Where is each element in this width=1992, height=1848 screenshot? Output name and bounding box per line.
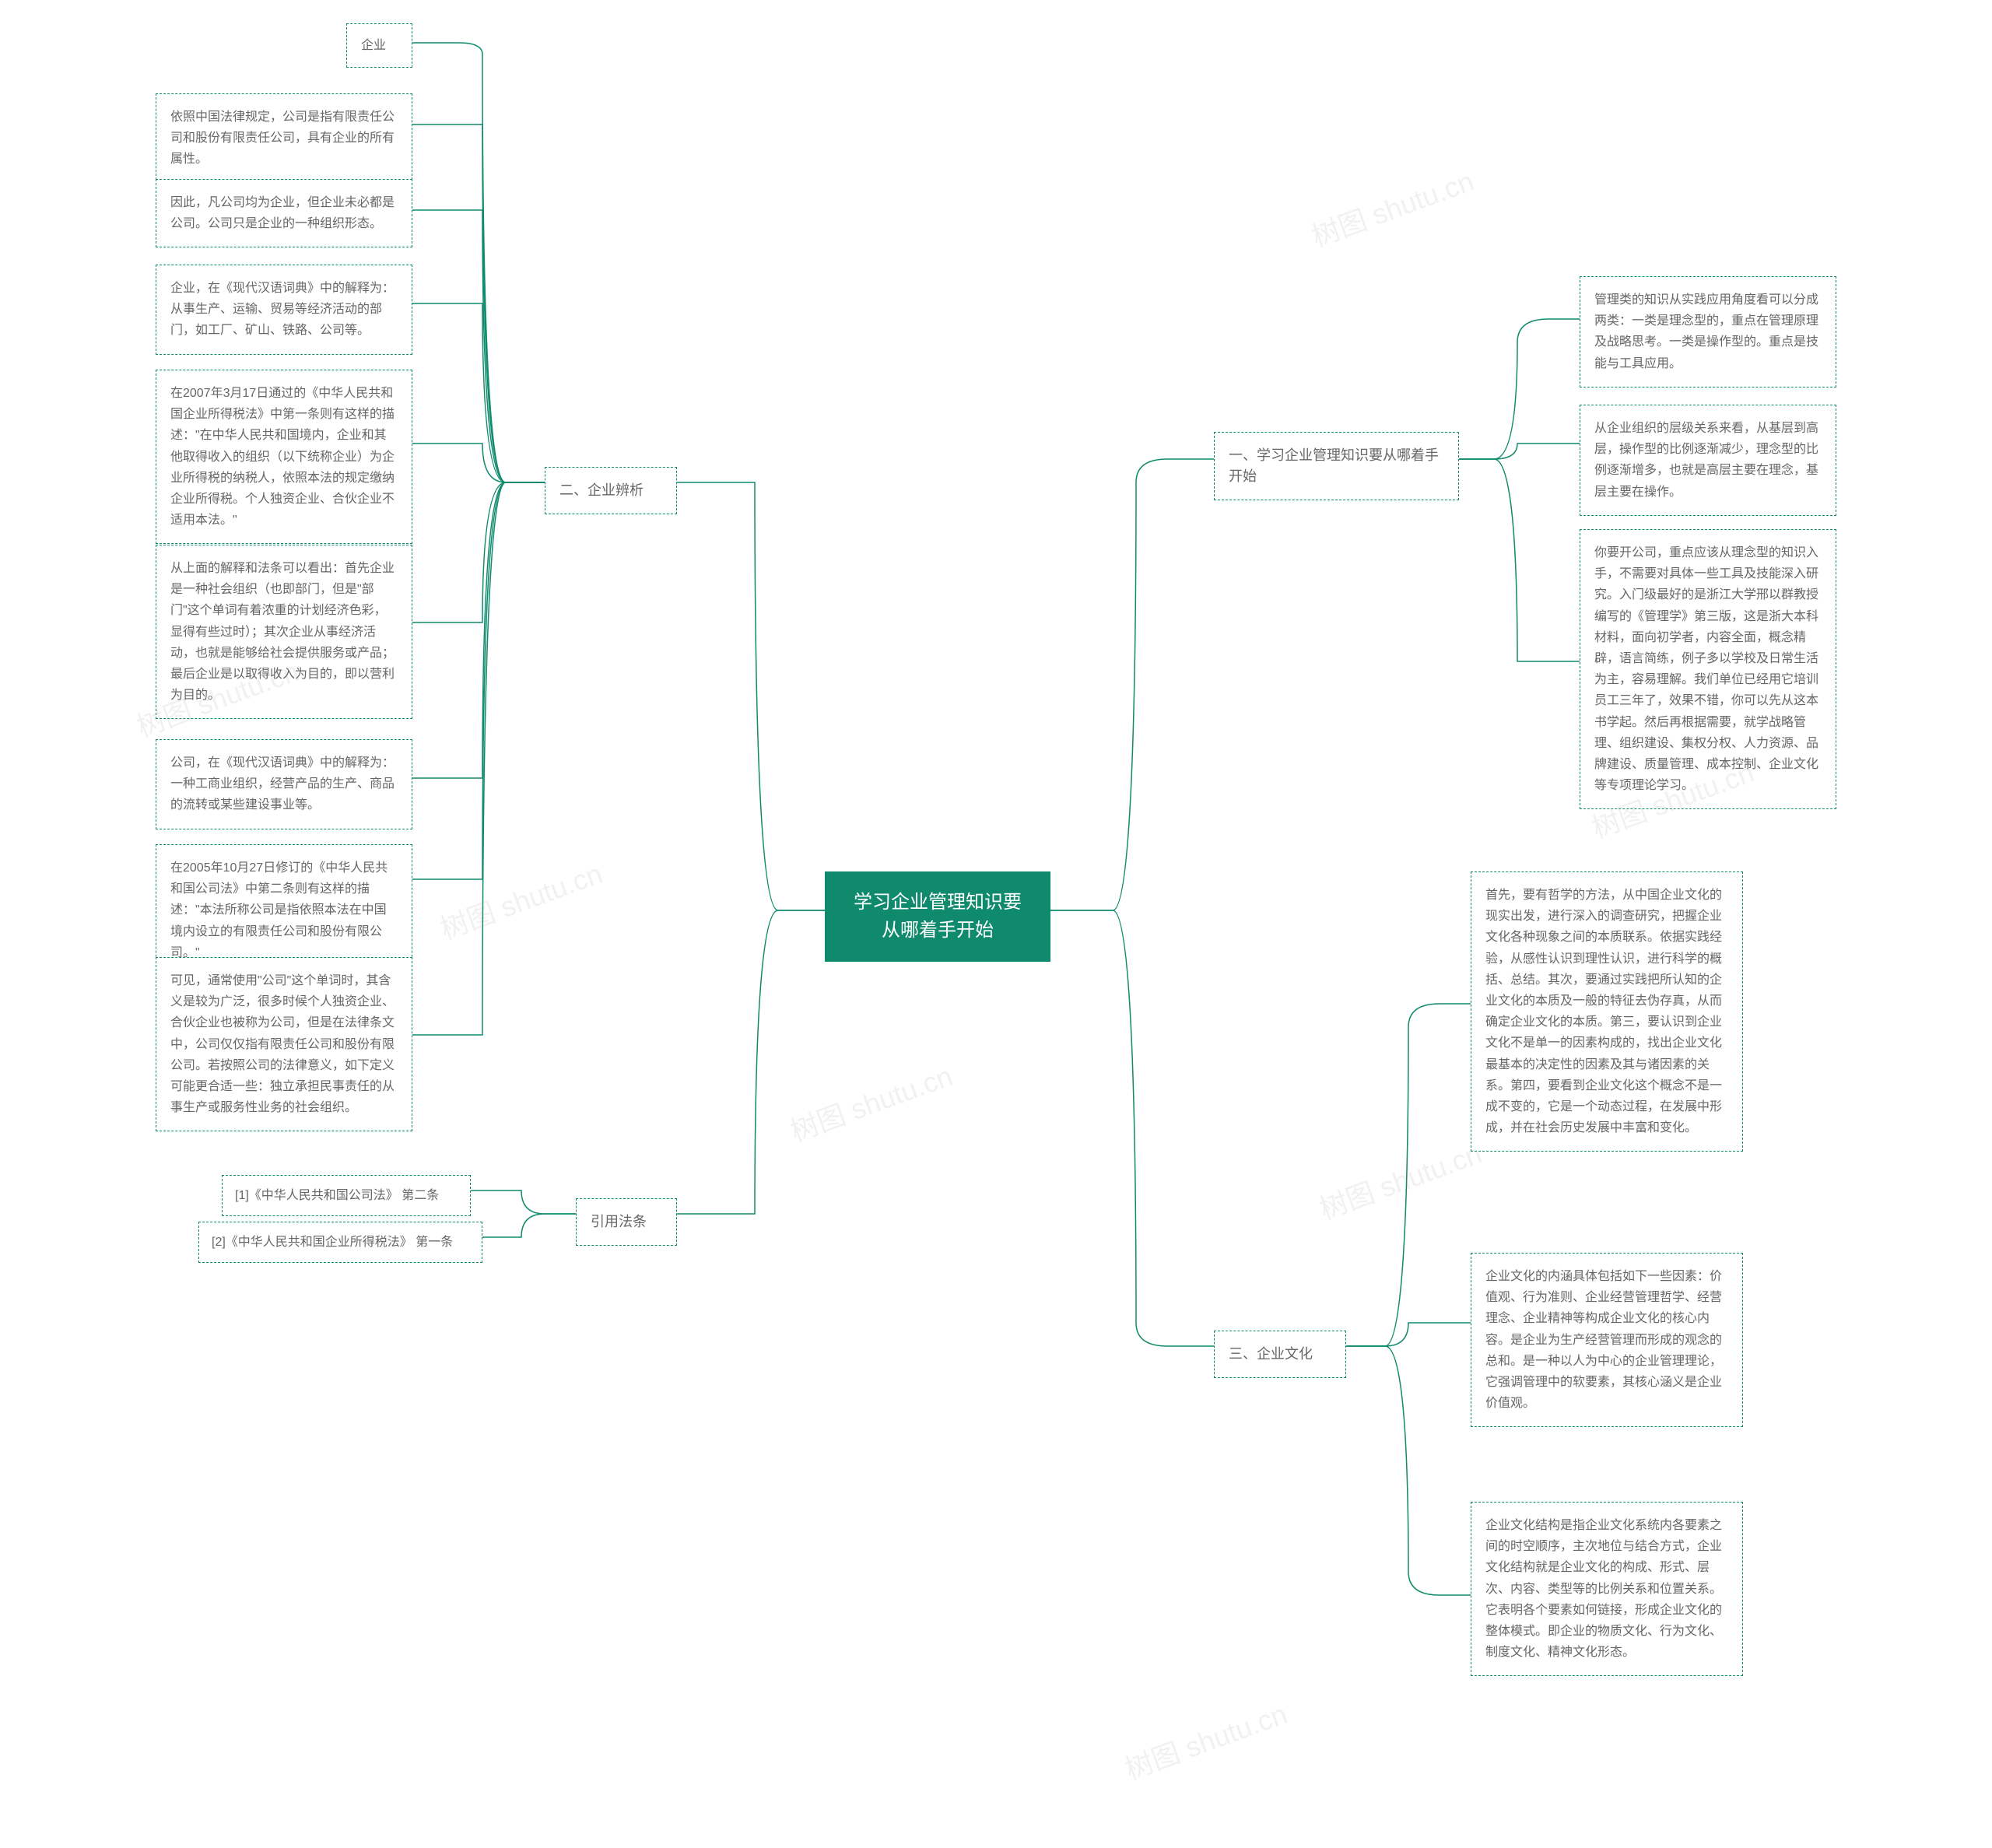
section-4: 引用法条 bbox=[576, 1198, 677, 1246]
section-1: 一、学习企业管理知识要从哪着手开始 bbox=[1214, 432, 1459, 500]
section-2-leaf-1-text: 依照中国法律规定，公司是指有限责任公司和股份有限责任公司，具有企业的所有属性。 bbox=[170, 110, 395, 166]
section-2: 二、企业辨析 bbox=[545, 467, 677, 514]
center-title: 学习企业管理知识要从哪着手开始 bbox=[854, 892, 1022, 941]
section-3-leaf-1: 首先，要有哲学的方法，从中国企业文化的现实出发，进行深入的调查研究，把握企业文化… bbox=[1471, 871, 1743, 1152]
section-4-title: 引用法条 bbox=[591, 1214, 647, 1229]
section-3-leaf-2: 企业文化的内涵具体包括如下一些因素：价值观、行为准则、企业经营管理哲学、经营理念… bbox=[1471, 1253, 1743, 1427]
section-3-leaf-3-text: 企业文化结构是指企业文化系统内各要素之间的时空顺序，主次地位与结合方式，企业文化… bbox=[1485, 1519, 1722, 1659]
section-2-leaf-3: 企业，在《现代汉语词典》中的解释为：从事生产、运输、贸易等经济活动的部门，如工厂… bbox=[156, 265, 412, 355]
section-2-leaf-4: 在2007年3月17日通过的《中华人民共和国企业所得税法》中第一条则有这样的描述… bbox=[156, 370, 412, 544]
section-1-title: 一、学习企业管理知识要从哪着手开始 bbox=[1229, 447, 1439, 484]
section-2-leaf-8-text: 可见，通常使用"公司"这个单词时，其含义是较为广泛，很多时候个人独资企业、合伙企… bbox=[170, 974, 395, 1114]
section-4-leaf-1: [1]《中华人民共和国公司法》 第二条 bbox=[222, 1175, 471, 1216]
section-2-leaf-2: 因此，凡公司均为企业，但企业未必都是公司。公司只是企业的一种组织形态。 bbox=[156, 179, 412, 247]
section-2-leaf-8: 可见，通常使用"公司"这个单词时，其含义是较为广泛，很多时候个人独资企业、合伙企… bbox=[156, 957, 412, 1131]
section-2-title: 二、企业辨析 bbox=[559, 482, 644, 498]
section-3-title: 三、企业文化 bbox=[1229, 1346, 1313, 1362]
section-3-leaf-1-text: 首先，要有哲学的方法，从中国企业文化的现实出发，进行深入的调查研究，把握企业文化… bbox=[1485, 889, 1722, 1134]
section-4-leaf-2: [2]《中华人民共和国企业所得税法》 第一条 bbox=[198, 1222, 482, 1263]
watermark: 树图 shutu.cn bbox=[1119, 1692, 1292, 1787]
section-2-leaf-5-text: 从上面的解释和法条可以看出：首先企业是一种社会组织（也即部门，但是"部门"这个单… bbox=[170, 562, 395, 702]
section-3-leaf-3: 企业文化结构是指企业文化系统内各要素之间的时空顺序，主次地位与结合方式，企业文化… bbox=[1471, 1502, 1743, 1676]
section-3-leaf-2-text: 企业文化的内涵具体包括如下一些因素：价值观、行为准则、企业经营管理哲学、经营理念… bbox=[1485, 1270, 1722, 1410]
section-2-leaf-2-text: 因此，凡公司均为企业，但企业未必都是公司。公司只是企业的一种组织形态。 bbox=[170, 196, 395, 230]
center-node: 学习企业管理知识要从哪着手开始 bbox=[825, 871, 1050, 962]
section-2-leaf-6-text: 公司，在《现代汉语词典》中的解释为：一种工商业组织，经营产品的生产、商品的流转或… bbox=[170, 756, 395, 812]
section-1-leaf-1-text: 管理类的知识从实践应用角度看可以分成两类：一类是理念型的，重点在管理原理及战略思… bbox=[1594, 293, 1818, 370]
section-1-leaf-2: 从企业组织的层级关系来看，从基层到高层，操作型的比例逐渐减少，理念型的比例逐渐增… bbox=[1580, 405, 1836, 516]
watermark: 树图 shutu.cn bbox=[1306, 159, 1479, 254]
section-4-leaf-1-text: [1]《中华人民共和国公司法》 第二条 bbox=[235, 1189, 439, 1202]
section-2-leaf-0-text: 企业 bbox=[361, 39, 386, 52]
section-2-leaf-3-text: 企业，在《现代汉语词典》中的解释为：从事生产、运输、贸易等经济活动的部门，如工厂… bbox=[170, 282, 395, 337]
section-4-leaf-2-text: [2]《中华人民共和国企业所得税法》 第一条 bbox=[212, 1236, 453, 1249]
section-2-leaf-0: 企业 bbox=[346, 23, 412, 68]
section-2-leaf-5: 从上面的解释和法条可以看出：首先企业是一种社会组织（也即部门，但是"部门"这个单… bbox=[156, 545, 412, 719]
section-1-leaf-2-text: 从企业组织的层级关系来看，从基层到高层，操作型的比例逐渐减少，理念型的比例逐渐增… bbox=[1594, 422, 1818, 499]
section-2-leaf-6: 公司，在《现代汉语词典》中的解释为：一种工商业组织，经营产品的生产、商品的流转或… bbox=[156, 739, 412, 829]
section-2-leaf-1: 依照中国法律规定，公司是指有限责任公司和股份有限责任公司，具有企业的所有属性。 bbox=[156, 93, 412, 184]
watermark: 树图 shutu.cn bbox=[784, 1054, 958, 1149]
section-2-leaf-7-text: 在2005年10月27日修订的《中华人民共和国公司法》中第二条则有这样的描述："… bbox=[170, 861, 388, 959]
section-1-leaf-3: 你要开公司，重点应该从理念型的知识入手，不需要对具体一些工具及技能深入研究。入门… bbox=[1580, 529, 1836, 809]
section-1-leaf-1: 管理类的知识从实践应用角度看可以分成两类：一类是理念型的，重点在管理原理及战略思… bbox=[1580, 276, 1836, 387]
watermark: 树图 shutu.cn bbox=[1313, 1131, 1487, 1227]
section-3: 三、企业文化 bbox=[1214, 1331, 1346, 1378]
watermark: 树图 shutu.cn bbox=[434, 851, 608, 947]
section-2-leaf-4-text: 在2007年3月17日通过的《中华人民共和国企业所得税法》中第一条则有这样的描述… bbox=[170, 387, 395, 527]
section-1-leaf-3-text: 你要开公司，重点应该从理念型的知识入手，不需要对具体一些工具及技能深入研究。入门… bbox=[1594, 546, 1818, 792]
